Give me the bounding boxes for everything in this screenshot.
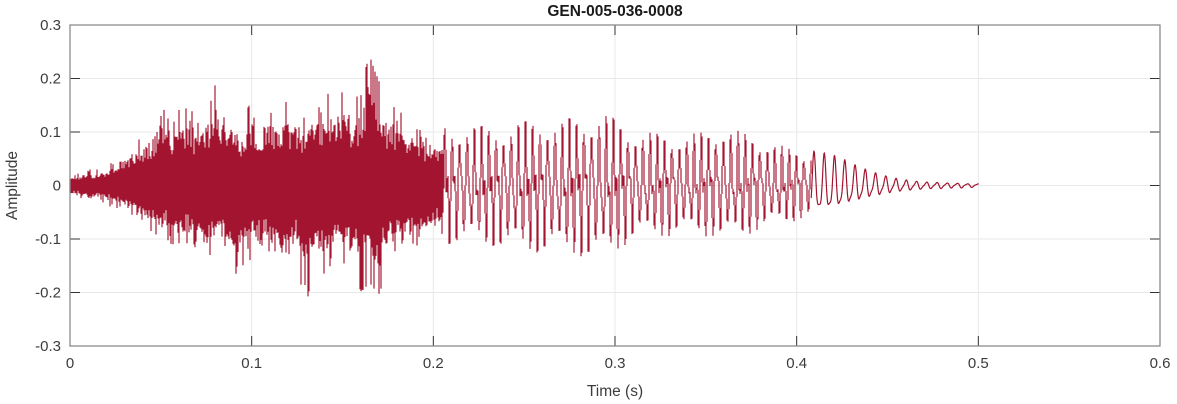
y-tick-label: 0 bbox=[53, 178, 61, 195]
y-tick-label: -0.3 bbox=[35, 338, 61, 355]
y-tick-labels: -0.3 -0.2 -0.1 0 0.1 0.2 0.3 bbox=[35, 17, 61, 355]
chart-title: GEN-005-036-0008 bbox=[547, 3, 683, 20]
x-tick-label: 0 bbox=[66, 355, 74, 372]
x-tick-label: 0.1 bbox=[241, 355, 262, 372]
x-tick-labels: 0 0.1 0.2 0.3 0.4 0.5 0.6 bbox=[66, 355, 1171, 372]
y-tick-label: 0.1 bbox=[40, 124, 61, 141]
x-tick-label: 0.2 bbox=[423, 355, 444, 372]
y-axis-label: Amplitude bbox=[4, 151, 21, 220]
waveform-tail-trace bbox=[810, 150, 979, 206]
y-tick-label: 0.2 bbox=[40, 71, 61, 88]
x-tick-label: 0.6 bbox=[1150, 355, 1171, 372]
x-tick-label: 0.3 bbox=[605, 355, 626, 372]
plot-border bbox=[69, 24, 1161, 347]
y-tick-label: 0.3 bbox=[40, 17, 61, 34]
y-tick-label: -0.1 bbox=[35, 231, 61, 248]
x-tick-label: 0.5 bbox=[968, 355, 989, 372]
y-tick-label: -0.2 bbox=[35, 285, 61, 302]
x-tick-label: 0.4 bbox=[786, 355, 807, 372]
x-axis-label: Time (s) bbox=[587, 383, 643, 400]
